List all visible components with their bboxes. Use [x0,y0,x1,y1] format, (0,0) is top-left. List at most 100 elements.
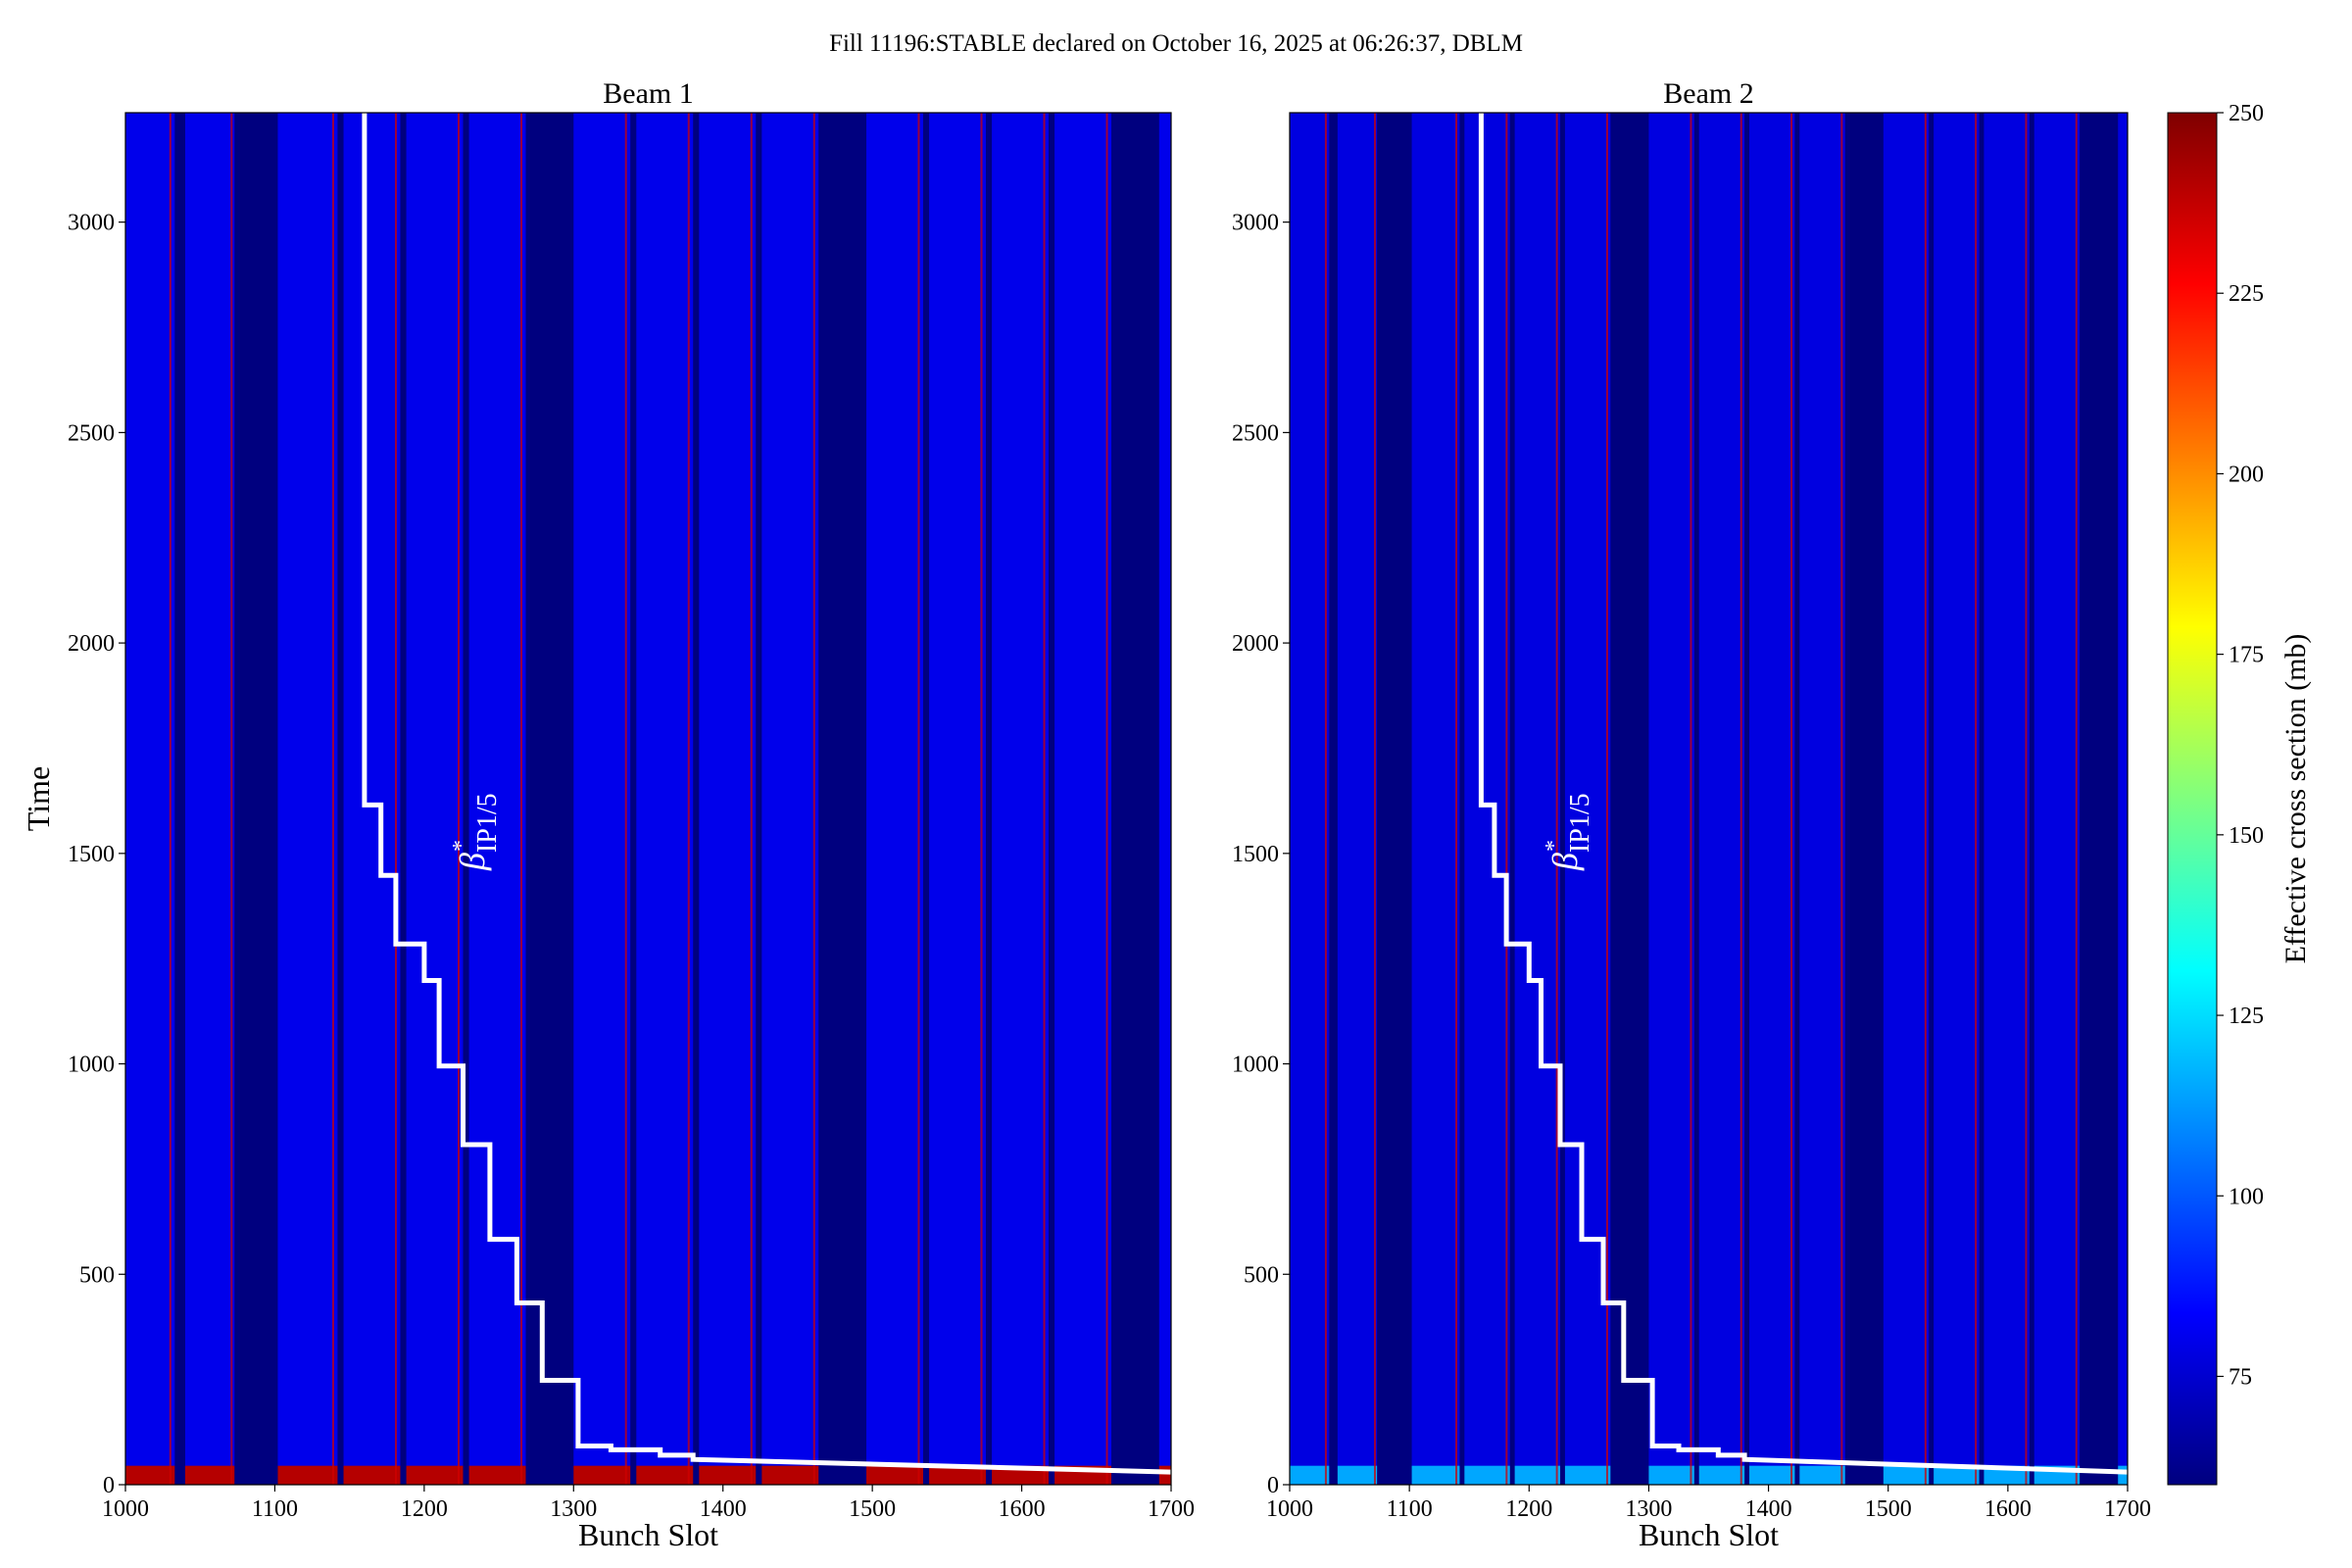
heatmap-empty-slot [2029,113,2034,1485]
y-tick-label: 1000 [68,1053,115,1078]
beam1-heatmap-area [125,113,1171,1485]
colorbar-tick-label: 250 [2229,101,2264,126]
beta-star-annotation: β*IP1/5 [1542,793,1595,871]
heatmap-high-column [812,113,815,1485]
x-tick-label: 1000 [1266,1496,1313,1522]
figure-suptitle: Fill 11196:STABLE declared on October 16… [829,30,1523,57]
beam2-panel: β*IP1/5 1000 1100 1200 1300 1400 1500 1600 1700 0… [1232,77,2151,1552]
beam1-panel: β*IP1/5 1000 1100 1200 1300 1400 1500 1600 1700 0… [21,77,1195,1552]
heatmap-high-column [1975,113,1978,1485]
y-tick-label: 3000 [1232,211,1279,236]
heatmap-empty-slot [1693,113,1699,1485]
x-tick-label: 1700 [2104,1496,2151,1522]
beta-star-curve [1478,113,2128,1475]
axes-frame [124,112,1172,1486]
heatmap-high-column [687,113,690,1485]
colorbar-tick-label: 100 [2229,1184,2264,1209]
heatmap-high-column [1790,113,1793,1485]
colorbar-label: Effective cross section (mb) [2279,634,2312,964]
colorbar-ticks: 75 100 125 150 175 200 225 250 [2217,101,2264,1390]
heatmap-empty-slot [1929,113,1935,1485]
heatmap-high-column [458,113,461,1485]
heatmap-high-column [1840,113,1843,1485]
heatmap-high-column [331,113,334,1485]
x-tick-label: 1600 [1984,1496,2032,1522]
x-tick-label: 1200 [1505,1496,1552,1522]
beta-star-curve [362,113,1171,1475]
x-tick-label: 1300 [1625,1496,1672,1522]
x-tick-label: 1600 [999,1496,1046,1522]
colorbar-tick-label: 175 [2229,643,2264,668]
x-tick-label: 1300 [550,1496,597,1522]
colorbar-tick-label: 75 [2229,1364,2252,1390]
heatmap-empty-slot [1794,113,1800,1485]
heatmap-high-column [1455,113,1458,1485]
heatmap-empty-slot [1111,113,1159,1485]
y-tick-label: 1000 [1232,1053,1279,1078]
heatmap-high-column [980,113,983,1485]
heatmap-empty-slot [1459,113,1465,1485]
y-tick-label: 1500 [1232,842,1279,867]
heatmap-empty-slot [1744,113,1750,1485]
x-tick-label: 1400 [1745,1496,1792,1522]
heatmap-empty-slot [630,113,637,1485]
y-tick-label: 2500 [1232,420,1279,446]
heatmap-empty-slot [337,113,344,1485]
heatmap-high-column [1043,113,1046,1485]
colorbar-tick-label: 125 [2229,1004,2264,1029]
axes-frame [1289,112,2129,1486]
heatmap-empty-slot [234,113,278,1485]
y-tick-label: 1500 [68,842,115,867]
heatmap-empty-slot [1560,113,1565,1485]
y-axis-label: Time [21,766,56,831]
heatmap-high-column [1105,113,1108,1485]
colorbar-gradient [2167,112,2218,1486]
y-tick-label: 500 [79,1262,115,1288]
y-tick-label: 2500 [68,420,115,446]
y-tick-label: 2000 [1232,631,1279,657]
x-tick-label: 1400 [700,1496,747,1522]
x-axis-label: Bunch Slot [578,1517,718,1552]
heatmap-empty-slot [1844,113,1884,1485]
x-tick-label: 1500 [1865,1496,1912,1522]
heatmap-high-column [1740,113,1742,1485]
heatmap-empty-slot [525,113,574,1485]
x-tick-label: 1200 [401,1496,448,1522]
panel-title: Beam 2 [1663,77,1753,110]
heatmap-empty-slot [2080,113,2119,1485]
heatmap-empty-slot [400,113,407,1485]
heatmap-initial-band [125,1465,1171,1485]
colorbar-tick-label: 200 [2229,462,2264,487]
heatmap-high-column [1605,113,1608,1485]
x-tick-label: 1700 [1148,1496,1195,1522]
x-axis-label: Bunch Slot [1639,1517,1779,1552]
heatmap-empty-slot [985,113,993,1485]
heatmap-high-column [230,113,233,1485]
heatmap-high-column [1373,113,1376,1485]
y-tick-label: 2000 [68,631,115,657]
y-tick-label: 3000 [68,211,115,236]
heatmap-filled-region [1290,113,2128,1485]
heatmap-initial-band [1290,1465,2128,1485]
heatmap-high-column [1324,113,1327,1485]
heatmap-empty-slot [693,113,700,1485]
heatmap-high-column [2075,113,2078,1485]
heatmap-empty-slot [818,113,867,1485]
x-tick-label: 1100 [1387,1496,1433,1522]
y-tick-label: 0 [1267,1473,1279,1498]
x-tick-label: 1500 [849,1496,896,1522]
heatmap-filled-region [125,113,1171,1485]
heatmap-high-column [1690,113,1692,1485]
heatmap-empty-slot [463,113,469,1485]
heatmap-high-column [624,113,627,1485]
heatmap-high-column [750,113,753,1485]
heatmap-empty-slot [756,113,762,1485]
y-tick-label: 500 [1244,1262,1279,1288]
x-tick-label: 1000 [102,1496,149,1522]
heatmap-empty-slot [1329,113,1338,1485]
beta-star-annotation: β*IP1/5 [449,793,503,871]
colorbar: 75 100 125 150 175 200 225 250 Effective cross … [2167,101,2312,1486]
heatmap-high-column [917,113,920,1485]
panel-title: Beam 1 [603,77,693,110]
